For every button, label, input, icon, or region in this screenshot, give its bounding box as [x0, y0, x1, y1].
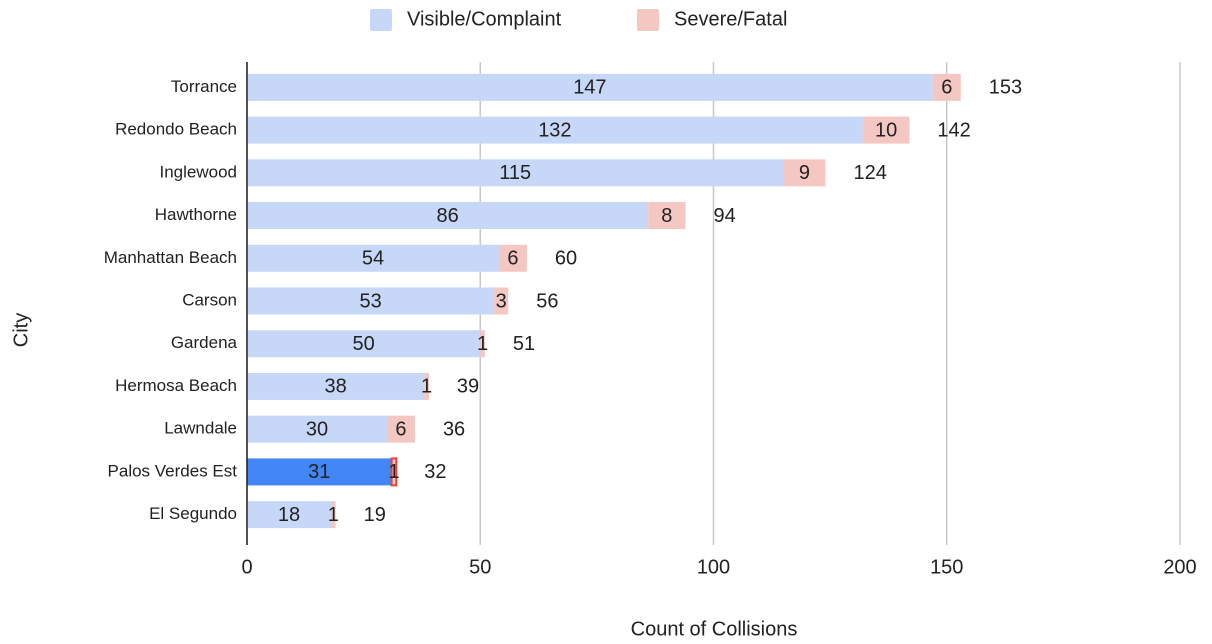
x-axis-label: Count of Collisions	[631, 618, 798, 640]
y-tick-label: Lawndale	[164, 419, 237, 438]
bar-segment	[247, 116, 863, 144]
x-tick-label: 0	[241, 556, 252, 578]
bar-segment	[494, 287, 509, 315]
legend-label: Visible/Complaint	[407, 8, 562, 30]
bar-segment	[247, 501, 331, 529]
segment-label: 3	[496, 290, 507, 312]
total-label: 124	[853, 162, 886, 184]
y-tick-label: Manhattan Beach	[104, 248, 237, 267]
bar-segment	[424, 372, 429, 400]
bar-segment	[247, 202, 649, 230]
y-tick-label: Torrance	[171, 77, 237, 96]
y-tick-label: Hermosa Beach	[115, 376, 237, 395]
total-label: 39	[457, 376, 479, 398]
segment-label: 6	[395, 418, 406, 440]
bar-segment	[247, 330, 481, 358]
total-label: 36	[443, 418, 465, 440]
bar-segment	[330, 501, 336, 529]
segment-label: 115	[499, 162, 531, 184]
x-tick-label: 150	[930, 556, 963, 578]
y-axis-label: City	[10, 313, 32, 347]
segment-label: 6	[941, 77, 952, 99]
segment-label: 1	[421, 376, 432, 398]
bar-segment	[390, 457, 398, 487]
bar-segment	[932, 73, 961, 101]
total-label: 19	[364, 504, 386, 526]
total-label: 153	[989, 77, 1022, 99]
bar-segment	[498, 244, 527, 272]
y-tick-label: Gardena	[171, 333, 238, 352]
total-label: 142	[937, 119, 970, 141]
bar-segment	[648, 202, 686, 230]
bar-segment	[386, 415, 415, 443]
segment-label: 18	[278, 504, 300, 526]
legend-swatch	[370, 9, 392, 31]
y-tick-label: Palos Verdes Est	[108, 461, 238, 480]
segment-label: 31	[308, 461, 330, 483]
bar-segment	[783, 159, 826, 187]
segment-label: 1	[388, 461, 399, 483]
bar-segment	[862, 116, 910, 144]
bar-segment	[247, 159, 784, 187]
bar-segment	[480, 330, 485, 358]
segment-label: 1	[477, 333, 488, 355]
legend-label: Severe/Fatal	[674, 8, 787, 30]
segment-label: 10	[875, 119, 897, 141]
total-label: 51	[513, 333, 535, 355]
x-tick-label: 100	[697, 556, 730, 578]
bar-segment	[247, 372, 425, 400]
x-tick-label: 50	[469, 556, 491, 578]
segment-label: 1	[328, 504, 339, 526]
total-label: 94	[714, 205, 736, 227]
y-tick-label: El Segundo	[149, 504, 237, 523]
segment-label: 9	[799, 162, 810, 184]
segment-label: 8	[661, 205, 672, 227]
bar-segment	[247, 458, 392, 486]
segment-label: 30	[306, 418, 328, 440]
segment-label: 86	[436, 205, 458, 227]
total-label: 56	[536, 290, 558, 312]
segment-label: 53	[359, 290, 381, 312]
segment-label: 147	[573, 77, 606, 99]
bar-segment	[247, 244, 499, 272]
segment-label: 54	[362, 248, 384, 270]
bar-segment	[247, 73, 933, 101]
y-tick-label: Hawthorne	[155, 205, 237, 224]
segment-label: 132	[538, 119, 571, 141]
segment-label: 6	[507, 248, 518, 270]
segment-label: 50	[353, 333, 375, 355]
y-tick-label: Inglewood	[159, 162, 237, 181]
total-label: 60	[555, 248, 577, 270]
x-tick-label: 200	[1163, 556, 1196, 578]
segment-label: 38	[325, 376, 347, 398]
y-tick-label: Redondo Beach	[115, 120, 237, 139]
y-tick-label: Carson	[182, 290, 237, 309]
total-label: 32	[424, 461, 446, 483]
bar-segment	[247, 415, 387, 443]
legend-swatch	[637, 9, 659, 31]
bar-segment	[247, 287, 495, 315]
